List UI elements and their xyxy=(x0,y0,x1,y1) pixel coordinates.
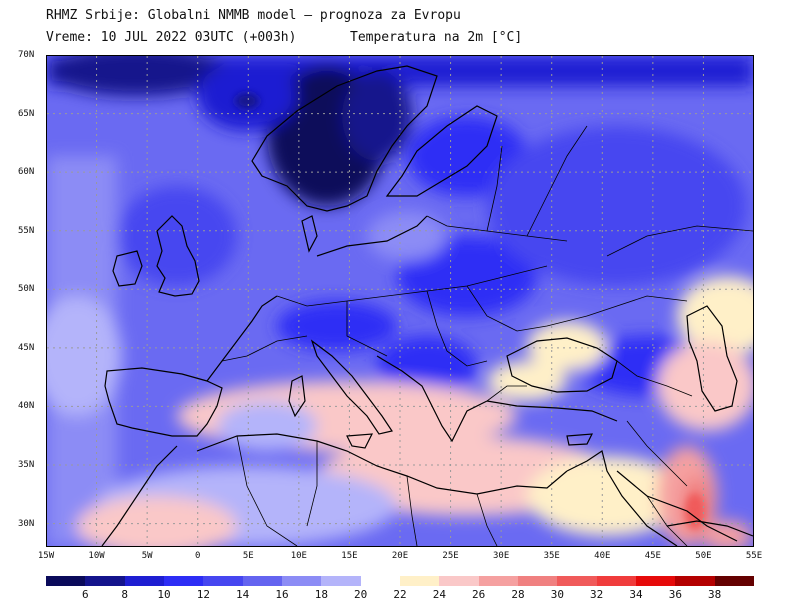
legend-swatch xyxy=(242,576,283,586)
legend-swatch xyxy=(282,576,322,586)
legend-swatch xyxy=(714,576,755,586)
lat-label: 30N xyxy=(18,518,35,529)
map-title: RHMZ Srbije: Globalni NMMB model — progn… xyxy=(46,8,461,23)
legend-label: 24 xyxy=(432,588,446,600)
lon-label: 40E xyxy=(594,551,611,561)
legend-swatch xyxy=(439,576,480,586)
legend-swatch xyxy=(400,576,440,586)
temperature-field xyxy=(47,56,753,546)
legend-swatch xyxy=(518,576,558,586)
legend-label: 16 xyxy=(275,588,289,600)
legend-label: 28 xyxy=(511,588,525,600)
lat-label: 35N xyxy=(18,460,35,470)
legend-label: 6 xyxy=(82,588,89,600)
legend-swatch xyxy=(85,576,126,586)
lon-label: 15W xyxy=(37,551,55,561)
legend-label: 14 xyxy=(236,588,250,600)
lat-label: 45N xyxy=(18,342,35,353)
legend-label: 36 xyxy=(668,588,682,600)
legend-swatch xyxy=(675,576,716,586)
legend-swatch xyxy=(557,576,598,586)
legend-swatch xyxy=(46,576,86,586)
lat-label: 50N xyxy=(18,284,35,295)
country-borders xyxy=(221,125,753,546)
legend-swatch xyxy=(478,576,519,586)
lon-label: 10E xyxy=(290,551,307,561)
coastlines xyxy=(101,65,753,546)
legend-label: 20 xyxy=(354,588,368,600)
forecast-time: Vreme: 10 JUL 2022 03UTC (+003h) xyxy=(46,30,297,45)
lat-label: 70N xyxy=(18,50,35,60)
legend-label: 38 xyxy=(708,588,722,600)
temperature-map xyxy=(46,55,754,547)
parameter-title: Temperatura na 2m [°C] xyxy=(350,30,523,45)
legend-swatch xyxy=(596,576,637,586)
lon-label: 25E xyxy=(442,551,459,561)
lon-label: 35E xyxy=(543,551,560,561)
color-legend xyxy=(46,576,755,586)
legend-swatch xyxy=(164,576,204,586)
lon-label: 5E xyxy=(242,551,254,561)
lat-label: 55N xyxy=(18,225,35,236)
map-canvas xyxy=(47,56,753,546)
lon-label: 20E xyxy=(391,551,409,561)
legend-label: 22 xyxy=(393,588,407,600)
legend-label: 30 xyxy=(550,588,564,600)
legend-label: 12 xyxy=(196,588,210,600)
lat-label: 65N xyxy=(18,108,35,119)
lon-label: 50E xyxy=(695,551,712,561)
legend-label: 10 xyxy=(157,588,171,600)
lon-label: 15E xyxy=(341,551,358,561)
legend-swatch xyxy=(321,576,362,586)
legend-label: 18 xyxy=(314,588,328,600)
lon-label: 0 xyxy=(194,551,201,561)
lat-label: 40N xyxy=(18,401,35,412)
legend-swatch xyxy=(636,576,676,586)
graticule xyxy=(47,56,753,546)
legend-label: 26 xyxy=(472,588,486,600)
legend-swatch xyxy=(360,576,401,586)
lon-label: 55E xyxy=(745,551,763,561)
lat-label: 60N xyxy=(18,167,35,178)
legend-label: 32 xyxy=(590,588,604,600)
legend-swatch xyxy=(203,576,244,586)
lon-label: 30E xyxy=(493,551,510,561)
legend-label: 34 xyxy=(629,588,643,600)
lon-label: 45E xyxy=(644,551,661,561)
legend-label: 8 xyxy=(121,588,128,600)
legend-swatch xyxy=(124,576,165,586)
lon-label: 5W xyxy=(141,551,153,561)
lon-label: 10W xyxy=(88,551,105,561)
